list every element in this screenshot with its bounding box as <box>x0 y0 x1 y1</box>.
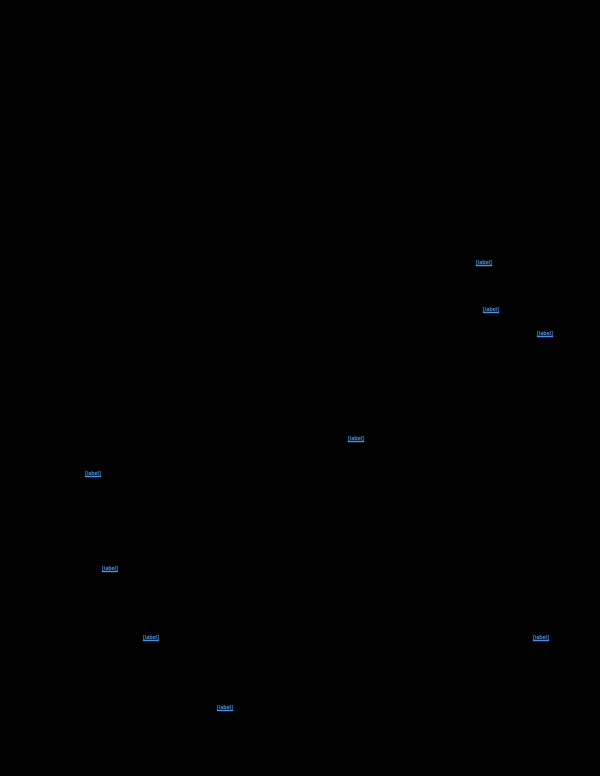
hyperlink-label[interactable]: [label] <box>217 705 233 711</box>
hyperlink-label[interactable]: [label] <box>483 307 499 313</box>
hyperlink-label[interactable]: [label] <box>533 635 549 641</box>
hyperlink-label[interactable]: [label] <box>537 331 553 337</box>
hyperlink-label[interactable]: [label] <box>348 436 364 442</box>
hyperlink-label[interactable]: [label] <box>476 260 492 266</box>
hyperlink-label[interactable]: [label] <box>102 566 118 572</box>
hyperlink-label[interactable]: [label] <box>85 471 101 477</box>
hyperlink-label[interactable]: [label] <box>143 635 159 641</box>
